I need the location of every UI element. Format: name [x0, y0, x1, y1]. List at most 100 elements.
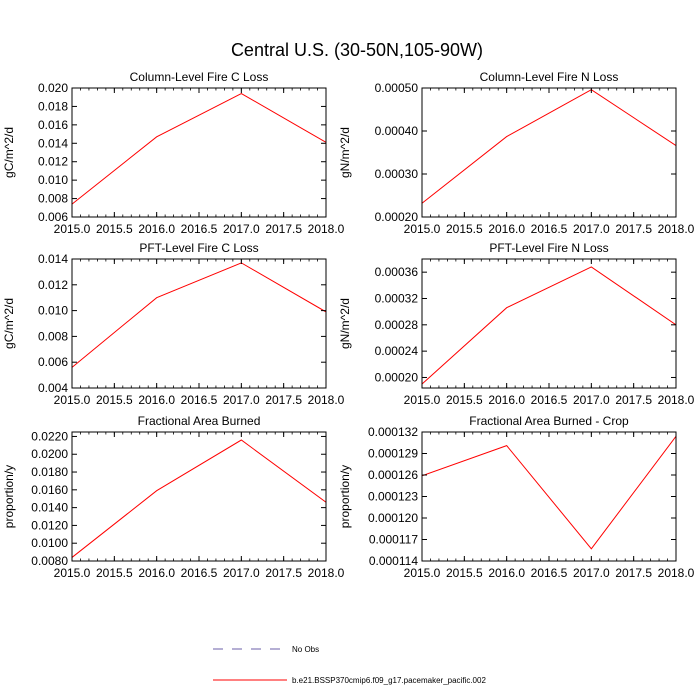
y-tick-label: 0.00050 [375, 81, 419, 95]
x-tick-label: 2017.0 [573, 393, 610, 407]
x-tick-label: 2015.5 [96, 566, 133, 580]
y-tick-label: 0.008 [38, 329, 68, 343]
x-tick-label: 2015.5 [446, 222, 483, 236]
plot-frame [71, 431, 327, 562]
series-line [72, 439, 326, 558]
y-tick-label: 0.010 [38, 304, 68, 318]
panel-title: Column-Level Fire C Loss [130, 70, 269, 84]
panel-grid: 2015.0 2015.5 2016.0 2016.5 2017.0 2017.5 2018… [2, 70, 695, 580]
chart-panel-1: 2015.0 2015.5 2016.0 2016.5 2017.0 2017.5 2018… [2, 70, 345, 236]
x-tick-label: 2016.0 [488, 566, 525, 580]
x-tick-label: 2017.0 [573, 566, 610, 580]
x-tick-label: 2017.5 [615, 566, 652, 580]
y-tick-label: 0.008 [38, 192, 68, 206]
y-axis-label: gC/m^2/d [2, 298, 16, 349]
chart-panel-4: 2015.0 2015.5 2016.0 2016.5 2017.0 2017.5 2018… [338, 241, 695, 407]
x-tick-label: 2017.5 [265, 222, 302, 236]
chart-panel-2: 2015.0 2015.5 2016.0 2016.5 2017.0 2017.5 2018… [338, 70, 695, 236]
y-tick-label: 0.004 [38, 381, 68, 395]
x-tick-label: 2016.0 [488, 393, 525, 407]
x-tick-label: 2016.5 [181, 222, 218, 236]
x-tick-label: 2017.5 [615, 393, 652, 407]
y-tick-label: 0.0120 [31, 518, 68, 532]
y-tick-label: 0.000114 [369, 554, 418, 568]
y-axis-label: gC/m^2/d [2, 127, 16, 178]
y-tick-label: 0.000129 [368, 447, 418, 461]
y-axis-label: proportion/y [2, 465, 16, 528]
chart-panel-6: 2015.0 2015.5 2016.0 2016.5 2017.0 2017.5 2018… [338, 414, 695, 580]
x-tick-label: 2017.0 [223, 222, 260, 236]
series-line [422, 266, 676, 385]
x-tick-label: 2018.0 [308, 222, 345, 236]
x-tick-label: 2016.5 [181, 393, 218, 407]
series-line [422, 89, 676, 204]
y-tick-label: 0.00036 [375, 265, 419, 279]
y-tick-label: 0.0200 [31, 447, 68, 461]
x-tick-label: 2016.0 [488, 222, 525, 236]
y-tick-label: 0.00032 [375, 291, 419, 305]
x-tick-label: 2015.0 [54, 393, 91, 407]
x-tick-label: 2015.0 [404, 393, 441, 407]
legend: No Obs b.e21.BSSP370cmip6.f09_g17.pacema… [213, 645, 486, 685]
x-tick-label: 2015.5 [446, 393, 483, 407]
y-tick-label: 0.016 [38, 118, 68, 132]
x-tick-label: 2018.0 [308, 566, 345, 580]
x-tick-label: 2015.5 [96, 222, 133, 236]
y-tick-label: 0.012 [38, 155, 68, 169]
panel-title: Fractional Area Burned [138, 414, 261, 428]
y-tick-label: 0.0080 [31, 554, 68, 568]
series-line [72, 92, 326, 205]
y-tick-label: 0.00040 [375, 124, 419, 138]
y-axis-label: gN/m^2/d [338, 127, 352, 178]
legend-obs-label: No Obs [292, 645, 319, 654]
x-tick-label: 2018.0 [658, 393, 695, 407]
x-tick-label: 2017.0 [223, 393, 260, 407]
x-tick-label: 2018.0 [308, 393, 345, 407]
y-tick-label: 0.014 [38, 136, 68, 150]
y-tick-label: 0.006 [38, 210, 68, 224]
y-tick-label: 0.0160 [31, 483, 68, 497]
x-tick-label: 2015.0 [54, 566, 91, 580]
y-tick-label: 0.014 [38, 252, 68, 266]
x-tick-label: 2017.0 [223, 566, 260, 580]
y-tick-label: 0.0140 [31, 501, 68, 515]
x-tick-label: 2016.0 [138, 566, 175, 580]
y-tick-label: 0.006 [38, 355, 68, 369]
panel-title: PFT-Level Fire N Loss [489, 241, 608, 255]
legend-model-label: b.e21.BSSP370cmip6.f09_g17.pacemaker_pac… [292, 676, 486, 685]
x-tick-label: 2015.0 [404, 222, 441, 236]
x-tick-label: 2016.0 [138, 393, 175, 407]
y-tick-label: 0.012 [38, 278, 68, 292]
y-tick-label: 0.00020 [375, 210, 419, 224]
x-tick-label: 2015.5 [96, 393, 133, 407]
y-tick-label: 0.00028 [375, 318, 419, 332]
figure-title: Central U.S. (30-50N,105-90W) [231, 40, 483, 60]
x-tick-label: 2017.5 [265, 566, 302, 580]
x-tick-label: 2015.0 [54, 222, 91, 236]
x-tick-label: 2015.0 [404, 566, 441, 580]
y-tick-label: 0.000117 [369, 533, 418, 547]
x-tick-label: 2017.5 [615, 222, 652, 236]
panel-title: Column-Level Fire N Loss [480, 70, 619, 84]
x-tick-label: 2018.0 [658, 222, 695, 236]
y-tick-label: 0.010 [38, 173, 68, 187]
plot-frame [71, 87, 327, 218]
panel-title: Fractional Area Burned - Crop [469, 414, 629, 428]
x-tick-label: 2016.0 [138, 222, 175, 236]
x-tick-label: 2016.5 [531, 393, 568, 407]
y-tick-label: 0.000123 [368, 490, 418, 504]
y-tick-label: 0.0180 [31, 465, 68, 479]
x-tick-label: 2016.5 [531, 566, 568, 580]
y-axis-label: gN/m^2/d [338, 298, 352, 349]
series-line [422, 435, 676, 550]
plot-frame [71, 258, 327, 389]
y-tick-label: 0.00030 [375, 167, 419, 181]
x-tick-label: 2018.0 [658, 566, 695, 580]
plot-frame [421, 87, 677, 218]
x-tick-label: 2016.5 [531, 222, 568, 236]
y-tick-label: 0.000126 [368, 468, 418, 482]
y-axis-label: proportion/y [338, 465, 352, 528]
series-line [72, 262, 326, 368]
y-tick-label: 0.018 [38, 99, 68, 113]
